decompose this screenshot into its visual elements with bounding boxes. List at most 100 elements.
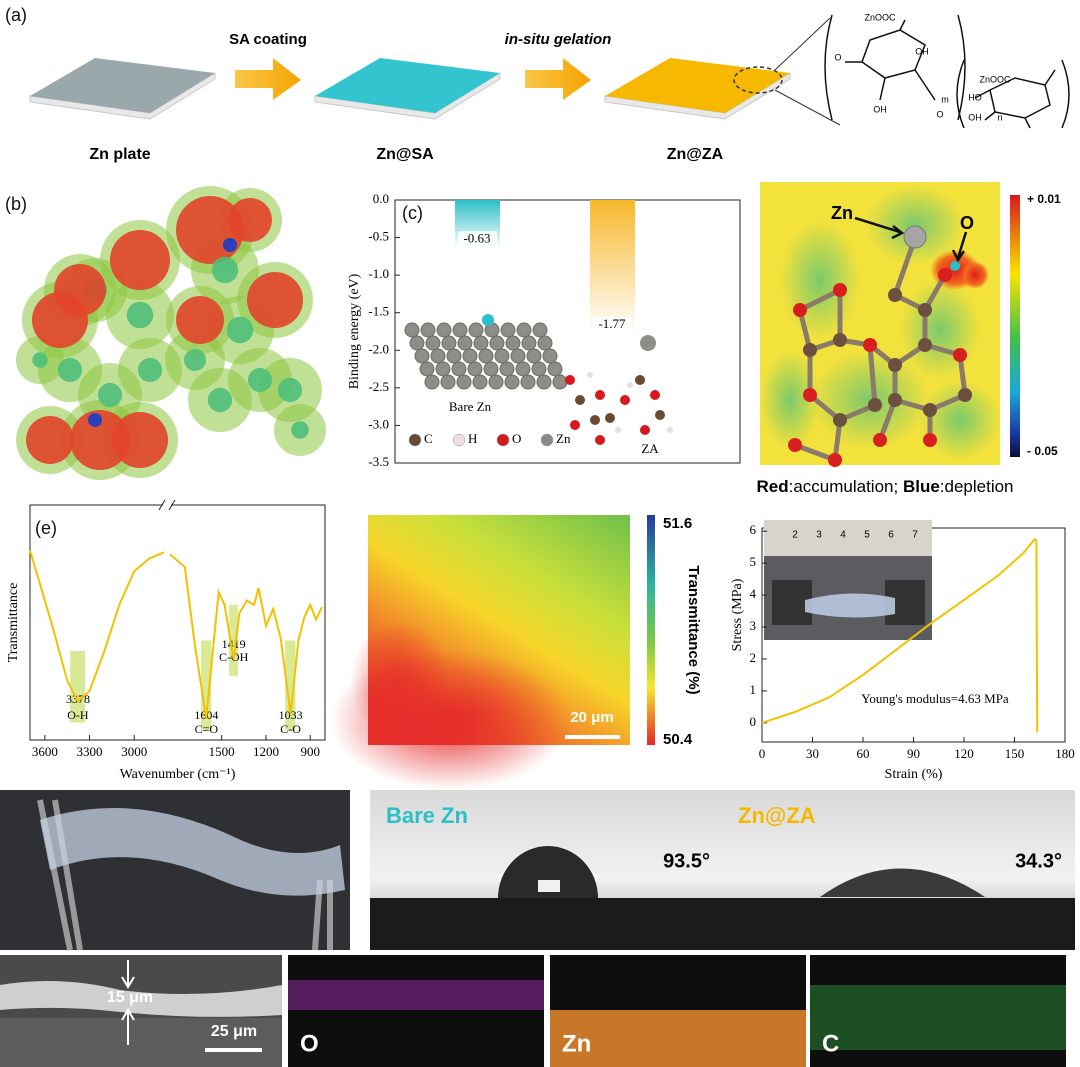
element-signal [810, 985, 1066, 1050]
structure-label: ZnOOC [864, 12, 896, 22]
atom [88, 413, 102, 427]
y-tick-label: 1 [750, 682, 757, 697]
za-atom [655, 410, 665, 420]
sample-label: Zn@ZA [738, 803, 816, 828]
structure-label: O [936, 109, 943, 119]
atom [938, 268, 952, 282]
atom [57, 357, 83, 383]
scale-bar-label: 25 μm [211, 1023, 257, 1040]
y-tick-label: 0 [750, 714, 757, 729]
atom [207, 387, 233, 413]
structure-label: OH [873, 104, 887, 114]
legend-swatch [452, 433, 466, 447]
y-tick-label: 2 [750, 650, 757, 665]
element-map [288, 955, 544, 1067]
zn-atom [451, 361, 467, 377]
atom [223, 238, 237, 252]
zn-atom [903, 225, 927, 249]
pointer [854, 216, 905, 240]
zn-atom [552, 374, 568, 390]
zoom-line [774, 17, 831, 71]
atom [54, 264, 106, 316]
peak-label: 1033 [279, 708, 303, 722]
za-atom [640, 425, 650, 435]
zn-atom [440, 374, 456, 390]
zn-atom [504, 374, 520, 390]
caption-part: :depletion [940, 477, 1014, 496]
zn-atom [404, 322, 420, 338]
ring [845, 19, 936, 101]
accumulation [961, 261, 989, 289]
value-label: -1.77 [598, 316, 626, 331]
colorbar-label: - 0.05 [1027, 444, 1058, 458]
sem-layer [0, 981, 282, 1017]
structure-label: Bare Zn [449, 399, 492, 414]
atom [137, 357, 163, 383]
zn-atom [478, 348, 494, 364]
legend-swatch [496, 433, 510, 447]
atom [923, 433, 937, 447]
za-atom [620, 395, 630, 405]
za-atom [587, 372, 593, 378]
atom [788, 438, 802, 452]
structure-label: ZnOOC [979, 74, 1011, 84]
charge-region [760, 350, 820, 450]
inset-film [805, 593, 895, 618]
zn-atom [467, 361, 483, 377]
atom [793, 303, 807, 317]
atom [958, 388, 972, 402]
x-tick-label: 180 [1055, 746, 1075, 761]
value-label-bg [458, 231, 497, 247]
hydrogel-film [40, 808, 345, 896]
structure-label: OH [968, 112, 982, 122]
hot-region [350, 620, 450, 740]
plate-label: Zn@ZA [667, 146, 724, 163]
atom [110, 230, 170, 290]
thickness-label: 15 μm [107, 989, 153, 1006]
atom [126, 301, 154, 329]
element-label: O [300, 1030, 319, 1057]
atom [828, 453, 842, 467]
za-atom [575, 395, 585, 405]
structure-label: ZA [641, 441, 659, 456]
atom [863, 338, 877, 352]
atom [112, 412, 168, 468]
charge-region [900, 280, 980, 380]
colorbar-label: 50.4 [663, 731, 693, 748]
y-tick-label: 3 [750, 618, 757, 633]
atom [923, 403, 937, 417]
charge-region [865, 185, 965, 265]
panel-label: (a) [5, 5, 27, 25]
bracket [824, 14, 833, 121]
contact-angle: 34.3° [1015, 850, 1062, 872]
legend-label: H [468, 431, 477, 446]
element-label: Zn [562, 1030, 591, 1057]
x-axis-label: Strain (%) [885, 767, 943, 782]
panel-label: (b) [5, 194, 27, 214]
atom [873, 433, 887, 447]
legend-label: O [512, 431, 521, 446]
atom [888, 393, 902, 407]
atom [226, 316, 254, 344]
plot-frame [29, 504, 326, 741]
ruler-number: 6 [888, 530, 894, 541]
stress-strain-line [761, 537, 1039, 733]
atom [918, 303, 932, 317]
zn-atom [468, 322, 484, 338]
inset-ruler [764, 520, 932, 556]
x-tick-label: 3000 [121, 744, 147, 759]
x-tick-label: 3300 [77, 744, 103, 759]
y-tick-label: -1.0 [368, 266, 389, 281]
zn-atom [420, 322, 436, 338]
atom [26, 416, 74, 464]
y-tick-label: -0.5 [368, 229, 389, 244]
zn-atom [483, 361, 499, 377]
peak-label: O-H [67, 708, 89, 722]
bar [590, 200, 635, 334]
axis-break [158, 499, 176, 511]
value-label-bg [593, 317, 632, 333]
zn-atom [521, 335, 537, 351]
colorbar [647, 515, 655, 745]
atom-label: Zn [831, 203, 853, 223]
zn-atom [409, 335, 425, 351]
